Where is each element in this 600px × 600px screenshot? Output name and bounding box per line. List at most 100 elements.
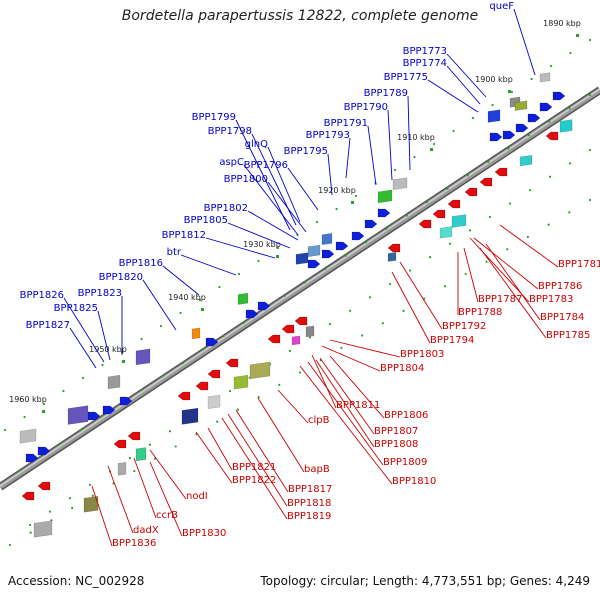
reverse-gene-arrow [37,481,51,491]
gene-block [519,154,533,167]
gene-block [514,100,528,111]
tick-dot [276,246,280,250]
reverse-gene-label-leader [227,413,288,507]
tick-dot [588,38,592,42]
forward-gene-label-leader [235,119,291,231]
tick-dot [485,260,488,263]
reverse-gene-arrow [281,324,295,334]
scale-tick-mark [42,410,45,413]
reverse-gene-arrow [479,177,493,187]
scale-tick-label: 1930 kbp [243,240,281,249]
gene-block [181,407,199,425]
forward-gene-label: BPP1827 [26,320,70,331]
gene-block [307,244,321,257]
reverse-gene-arrow [21,491,35,501]
gene-block [135,348,151,366]
reverse-gene-label-leader [319,357,375,435]
tick-dot [464,272,467,276]
gene-block [207,394,221,410]
forward-gene-arrow [489,132,503,142]
reverse-gene-arrow [294,316,308,326]
scale-tick-mark [508,90,511,93]
reverse-gene-label: BPP1803 [400,349,444,360]
reverse-gene-label: BPP1792 [442,321,486,332]
forward-gene-label: btr [167,247,182,258]
gene-block [392,177,408,191]
tick-dot [101,363,104,367]
tick-dot [488,215,492,219]
gene-block [451,214,467,228]
reverse-gene-label: BPP1830 [182,528,226,539]
gene-block [295,252,309,265]
gene-block [233,374,249,390]
reverse-gene-label: BPP1788 [458,307,502,318]
forward-gene-label: BPP1791 [324,118,368,129]
forward-gene-label: BPP1812 [162,230,206,241]
tick-dot [381,322,384,325]
reverse-gene-label-leader [107,465,134,534]
tick-dot [198,298,202,302]
forward-gene-arrow [102,405,116,415]
tick-dot [569,51,572,55]
forward-gene-label-leader [513,8,536,76]
forward-gene-label-leader [69,327,97,369]
tick-dot [568,107,571,110]
tick-dot [588,93,592,97]
forward-gene-label-leader [142,279,177,331]
reverse-gene-label-leader [299,365,393,485]
tick-dot [128,456,132,460]
reverse-gene-label: ccrB [156,510,178,521]
reverse-gene-label: BPP1809 [383,457,427,468]
reverse-gene-label: clpB [308,415,330,426]
forward-gene-label-leader [327,153,333,196]
reverse-gene-arrow [447,199,461,209]
reverse-gene-label-leader [463,247,479,303]
forward-gene-label: BPP1800 [224,174,268,185]
reverse-gene-arrow [432,209,446,219]
forward-gene-arrow [25,453,39,463]
tick-dot [468,229,472,232]
tick-dot [257,259,260,263]
tick-dot [39,455,42,458]
gene-block [539,72,551,83]
reverse-gene-label: nodI [186,491,208,502]
reverse-gene-label-leader [391,271,431,344]
reverse-gene-label-leader [499,224,559,268]
tick-dot [466,174,469,177]
forward-gene-label: BPP1823 [78,288,122,299]
reverse-gene-label-leader [329,355,385,419]
tick-dot [159,324,163,328]
reverse-gene-label: BPP1781 [558,259,600,270]
reverse-gene-label: BPP1811 [336,400,380,411]
tick-dot [174,445,177,448]
forward-gene-arrow [351,231,365,241]
forward-gene-label: BPP1795 [284,146,328,157]
scale-tick-mark [276,255,279,258]
forward-gene-label-leader [243,164,299,236]
reverse-gene-label-leader [473,237,539,290]
forward-gene-arrow [515,123,529,133]
forward-gene-label-leader [267,181,307,233]
forward-gene-label-leader [227,222,291,249]
reverse-gene-label: BPP1821 [232,462,276,473]
reverse-gene-label: BPP1822 [232,475,276,486]
gene-block [33,520,53,538]
forward-gene-arrow [37,446,51,456]
reverse-gene-label-leader [307,361,384,466]
reverse-gene-label-leader [329,339,401,358]
forward-gene-label-leader [63,297,105,363]
forward-gene-arrow [552,91,566,101]
reverse-gene-label-leader [221,417,288,520]
reverse-gene-arrow [177,391,191,401]
tick-dot [547,223,550,226]
reverse-gene-label-leader [91,485,113,547]
tick-dot [68,497,72,500]
gene-block [237,292,249,305]
forward-gene-label-leader [407,95,411,171]
tick-dot [29,531,32,534]
tick-dot [161,375,164,378]
forward-gene-label: BPP1775 [384,72,428,83]
tick-dot [148,443,152,446]
scale-tick-label: 1950 kbp [89,345,127,354]
forward-gene-label: BPP1816 [119,258,163,269]
